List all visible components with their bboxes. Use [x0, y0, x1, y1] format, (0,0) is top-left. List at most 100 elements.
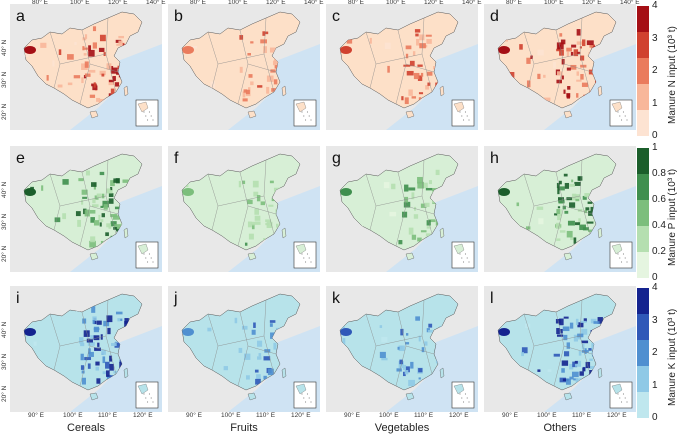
bottom-axis-tick: 100° E: [379, 412, 399, 419]
china-map: [484, 286, 636, 412]
map-panel-j: j: [168, 286, 320, 412]
colorbar-tick: 1: [652, 142, 658, 153]
colorbar-label: Manure N input (10³ t): [667, 26, 678, 124]
bottom-axis-tick: 100° E: [63, 412, 83, 419]
panel-letter: i: [16, 290, 20, 307]
panel-letter: a: [16, 8, 25, 25]
bottom-axis-tick: 100° E: [537, 412, 557, 419]
left-axis-tick: 20° N: [1, 245, 8, 262]
colorbar-tick: 0.6: [652, 194, 666, 205]
top-axis-tick: 100° E: [544, 0, 564, 6]
colorbar: [637, 288, 649, 418]
china-map: [10, 4, 162, 130]
bottom-axis-tick: 110° E: [98, 412, 118, 419]
panel-letter: h: [490, 150, 499, 167]
top-axis-tick: 100° E: [386, 0, 406, 6]
colorbar-tick: 0: [652, 130, 658, 141]
bottom-axis-tick: 120° E: [607, 412, 627, 419]
china-map: [168, 4, 320, 130]
left-axis-tick: 40° N: [1, 181, 8, 198]
bottom-axis-tick: 110° E: [256, 412, 276, 419]
column-label: Others: [543, 422, 577, 434]
china-map: [326, 4, 478, 130]
colorbar-tick: 0: [652, 272, 658, 283]
top-axis-tick: 140° E: [462, 0, 482, 6]
map-panel-a: a: [10, 4, 162, 130]
panel-letter: g: [332, 150, 341, 167]
panel-letter: b: [174, 8, 183, 25]
colorbar-tick: 0: [652, 412, 658, 423]
colorbar-tick: 3: [652, 32, 658, 44]
top-axis-tick: 120° E: [424, 0, 444, 6]
colorbar-label: Manure P input (10³ t): [667, 168, 678, 266]
map-panel-i: i: [10, 286, 162, 412]
colorbar-tick: 4: [652, 282, 658, 293]
top-axis-tick: 120° E: [582, 0, 602, 6]
top-axis-tick: 140° E: [304, 0, 324, 6]
left-axis-tick: 30° N: [1, 353, 8, 370]
top-axis-tick: 100° E: [228, 0, 248, 6]
colorbar: [637, 148, 649, 278]
colorbar-tick: 0.2: [652, 246, 666, 257]
map-panel-k: k: [326, 286, 478, 412]
top-axis-tick: 120° E: [266, 0, 286, 6]
colorbar-tick: 0.4: [652, 220, 666, 231]
map-panel-c: c: [326, 4, 478, 130]
top-axis-tick: 140° E: [620, 0, 640, 6]
left-axis-tick: 30° N: [1, 71, 8, 88]
column-label: Cereals: [67, 422, 105, 434]
china-map: [10, 286, 162, 412]
china-map: [168, 146, 320, 272]
left-axis-tick: 20° N: [1, 385, 8, 402]
china-map: [326, 286, 478, 412]
china-map: [484, 4, 636, 130]
bottom-axis-tick: 120° E: [291, 412, 311, 419]
bottom-axis-tick: 120° E: [133, 412, 153, 419]
colorbar-tick: 4: [652, 0, 658, 11]
column-label: Vegetables: [374, 422, 430, 434]
panel-letter: k: [332, 290, 340, 307]
china-map: [10, 146, 162, 272]
colorbar-tick: 1: [652, 379, 658, 391]
china-map: [484, 146, 636, 272]
bottom-axis-tick: 90° E: [186, 412, 202, 419]
bottom-axis-tick: 90° E: [28, 412, 44, 419]
top-axis-tick: 80° E: [348, 0, 364, 6]
map-panel-d: d: [484, 4, 636, 130]
column-label: Fruits: [230, 422, 258, 434]
panel-letter: c: [332, 8, 340, 25]
bottom-axis-tick: 90° E: [502, 412, 518, 419]
top-axis-tick: 80° E: [190, 0, 206, 6]
colorbar-tick: 2: [652, 65, 658, 76]
left-axis-tick: 20° N: [1, 103, 8, 120]
colorbar-tick: 0.8: [652, 168, 666, 179]
top-axis-tick: 140° E: [146, 0, 166, 6]
top-axis-tick: 80° E: [506, 0, 522, 6]
colorbar-tick: 1: [652, 97, 658, 109]
top-axis-tick: 80° E: [32, 0, 48, 6]
colorbar: [637, 6, 649, 136]
panel-letter: l: [490, 290, 494, 307]
bottom-axis-tick: 110° E: [572, 412, 592, 419]
colorbar-label: Manure K input (10³ t): [667, 308, 678, 406]
bottom-axis-tick: 120° E: [449, 412, 469, 419]
left-axis-tick: 30° N: [1, 213, 8, 230]
bottom-axis-tick: 110° E: [414, 412, 434, 419]
left-axis-tick: 40° N: [1, 39, 8, 56]
top-axis-tick: 100° E: [70, 0, 90, 6]
colorbar-tick: 2: [652, 347, 658, 358]
map-panel-f: f: [168, 146, 320, 272]
bottom-axis-tick: 100° E: [221, 412, 241, 419]
panel-letter: e: [16, 150, 25, 167]
top-axis-tick: 120° E: [108, 0, 128, 6]
china-map: [168, 286, 320, 412]
map-panel-h: h: [484, 146, 636, 272]
panel-letter: d: [490, 8, 499, 25]
map-panel-e: e: [10, 146, 162, 272]
bottom-axis-tick: 90° E: [344, 412, 360, 419]
colorbar-tick: 3: [652, 314, 658, 326]
map-panel-l: l: [484, 286, 636, 412]
map-panel-b: b: [168, 4, 320, 130]
left-axis-tick: 40° N: [1, 321, 8, 338]
panel-letter: f: [174, 150, 179, 167]
